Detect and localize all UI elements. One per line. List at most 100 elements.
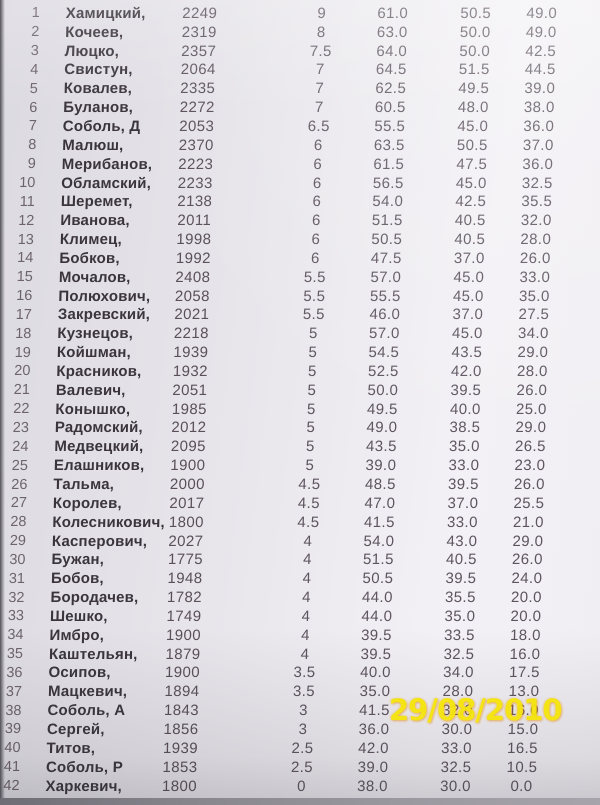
tiebreak2-cell: 45.0 — [453, 268, 485, 286]
points-cell: 5 — [307, 381, 317, 399]
tiebreak3-cell: 32.5 — [521, 174, 553, 192]
rating-cell: 1932 — [172, 362, 209, 380]
name-cell: Красников, — [56, 362, 142, 380]
name-cell: Климец, — [59, 231, 123, 249]
name-cell: Осипов, — [48, 664, 111, 682]
name-cell: Буланов, — [63, 99, 134, 117]
tiebreak2-cell: 45.0 — [455, 174, 487, 192]
tiebreak1-cell: 60.5 — [374, 99, 406, 117]
tiebreak3-cell: 23.0 — [514, 457, 546, 475]
tiebreak1-cell: 51.5 — [371, 212, 403, 230]
points-cell: 5 — [307, 362, 317, 380]
paper-bottom-edge-shadow — [0, 798, 600, 805]
tiebreak3-cell: 29.0 — [515, 419, 547, 437]
table-row: 41 Соболь, Р 1853 2.5 39.0 32.5 10.5 — [0, 758, 580, 777]
rating-cell: 2017 — [169, 494, 205, 512]
points-cell: 6.5 — [307, 117, 331, 135]
tiebreak1-cell: 57.0 — [370, 268, 402, 286]
table-row: 27 Королев, 2017 4.5 47.0 37.0 25.5 — [0, 494, 587, 513]
tiebreak1-cell: 50.5 — [362, 570, 394, 588]
tiebreak1-cell: 64.0 — [376, 42, 408, 60]
table-row: 4 Свистун, 2064 7 64.5 51.5 44.5 — [0, 61, 599, 80]
rank-cell: 4 — [29, 61, 39, 78]
rating-cell: 1939 — [162, 739, 199, 757]
points-cell: 3 — [298, 720, 308, 738]
name-cell: Полюхович, — [58, 287, 151, 305]
tiebreak2-cell: 32.5 — [443, 645, 475, 663]
tiebreak3-cell: 44.5 — [524, 61, 556, 79]
tiebreak3-cell: 29.0 — [512, 532, 544, 550]
rating-cell: 2011 — [177, 212, 212, 230]
tiebreak2-cell: 33.0 — [448, 457, 480, 475]
tiebreak1-cell: 50.5 — [371, 231, 403, 249]
tiebreak3-cell: 20.0 — [510, 589, 543, 607]
table-row: 19 Койшман, 1939 5 54.5 43.5 29.0 — [0, 343, 591, 362]
tiebreak3-cell: 18.0 — [509, 626, 542, 644]
tiebreak3-cell: 36.0 — [523, 117, 555, 135]
rating-cell: 2233 — [177, 174, 214, 192]
rating-cell: 1800 — [161, 777, 198, 795]
rating-cell: 2249 — [182, 4, 218, 22]
points-cell: 4.5 — [297, 494, 321, 512]
rank-cell: 2 — [30, 24, 40, 41]
rating-cell: 1879 — [165, 645, 201, 663]
rank-cell: 7 — [28, 118, 38, 135]
tiebreak1-cell: 64.5 — [375, 61, 407, 79]
points-cell: 5 — [308, 344, 318, 362]
rank-cell: 11 — [19, 193, 36, 210]
rating-cell: 2053 — [179, 117, 215, 135]
points-cell: 5.5 — [303, 268, 327, 286]
table-row: 32 Бородачев, 1782 4 44.0 35.5 20.0 — [0, 588, 585, 607]
table-row: 6 Буланов, 2272 7 60.5 48.0 38.0 — [0, 98, 598, 117]
rank-cell: 10 — [18, 175, 36, 192]
tiebreak1-cell: 63.0 — [376, 23, 408, 41]
table-row: 40 Титов, 1939 2.5 42.0 33.0 16.5 — [0, 739, 581, 758]
tiebreak3-cell: 16.0 — [509, 645, 541, 663]
tiebreak2-cell: 50.5 — [460, 4, 492, 22]
name-cell: Бородачев, — [50, 589, 139, 607]
tiebreak2-cell: 39.5 — [450, 381, 482, 399]
points-cell: 0 — [296, 777, 307, 795]
points-cell: 6 — [310, 249, 320, 267]
rating-cell: 1948 — [167, 570, 203, 588]
rating-cell: 1800 — [168, 513, 205, 531]
points-cell: 6 — [311, 231, 321, 249]
table-row: 22 Конышко, 1985 5 49.5 40.0 25.0 — [0, 400, 590, 419]
rating-cell: 1939 — [173, 344, 209, 362]
table-row: 30 Бужан, 1775 4 51.5 40.5 26.0 — [0, 550, 586, 569]
rating-cell: 1782 — [166, 589, 203, 607]
tiebreak1-cell: 42.0 — [357, 739, 390, 757]
name-cell: Малюш, — [62, 136, 124, 154]
name-cell: Тальма, — [53, 476, 115, 494]
table-row: 33 Шешко, 1749 4 44.0 35.0 20.0 — [0, 607, 584, 626]
name-cell: Колесникович, — [52, 513, 166, 531]
tiebreak2-cell: 40.5 — [454, 231, 486, 249]
rating-cell: 2319 — [181, 23, 217, 41]
tiebreak2-cell: 48.0 — [457, 99, 489, 117]
rank-cell: 14 — [16, 250, 34, 267]
points-cell: 5 — [308, 325, 318, 343]
name-cell: Бужан, — [51, 551, 105, 569]
tiebreak1-cell: 52.5 — [367, 362, 399, 380]
tiebreak1-cell: 44.0 — [361, 607, 393, 625]
tiebreak2-cell: 37.0 — [447, 494, 479, 512]
tiebreak1-cell: 48.5 — [364, 476, 397, 494]
tiebreak2-cell: 33.0 — [440, 739, 473, 757]
rank-cell: 3 — [30, 43, 39, 60]
rating-cell: 2012 — [171, 419, 207, 437]
tiebreak2-cell: 43.5 — [451, 344, 483, 362]
tiebreak3-cell: 37.0 — [522, 136, 554, 154]
table-row: 9 Мерибанов, 2223 6 61.5 47.5 36.0 — [0, 155, 596, 174]
name-cell: Хамицкий, — [65, 4, 146, 22]
rank-cell: 5 — [29, 80, 38, 97]
name-cell: Мерибанов, — [61, 155, 153, 173]
tiebreak2-cell: 33.5 — [443, 626, 476, 644]
table-row: 7 Соболь, Д 2053 6.5 55.5 45.0 36.0 — [0, 117, 597, 136]
rating-cell: 1900 — [164, 664, 201, 682]
tiebreak1-cell: 47.0 — [364, 494, 396, 512]
name-cell: Шешко, — [49, 607, 108, 625]
tiebreak1-cell: 40.0 — [359, 664, 392, 682]
points-cell: 5 — [305, 438, 316, 456]
table-row: 34 Имбро, 1900 4 39.5 33.5 18.0 — [0, 626, 584, 645]
